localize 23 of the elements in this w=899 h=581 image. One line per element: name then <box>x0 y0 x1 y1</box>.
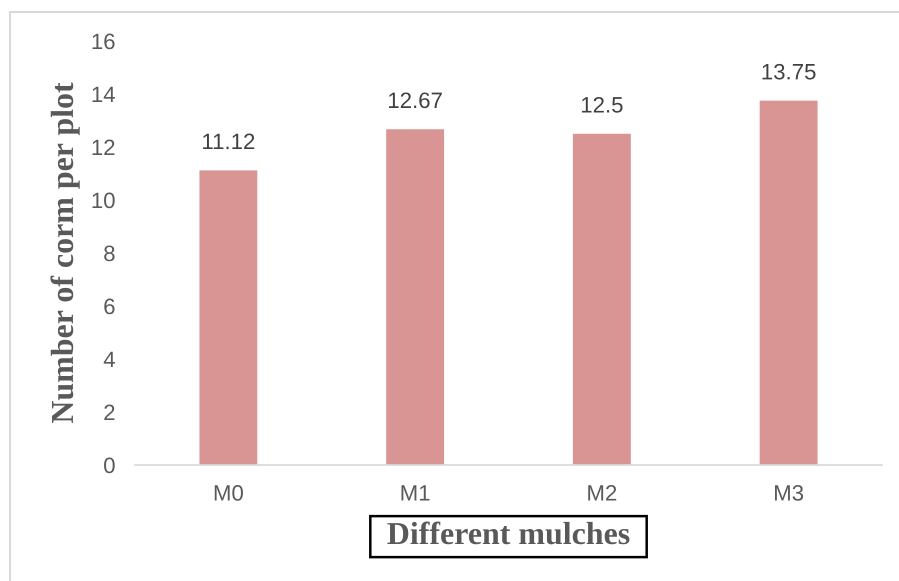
bar <box>572 134 631 465</box>
x-tick-label: M1 <box>402 485 430 501</box>
y-tick-label: 4 <box>104 352 115 368</box>
data-label: 11.12 <box>203 134 254 150</box>
y-tick-label: 16 <box>92 34 115 50</box>
bar <box>199 170 258 465</box>
x-tick-label: M3 <box>775 485 804 501</box>
x-axis-title: Different mulches <box>387 522 630 544</box>
y-axis-title: Number of corm per plot <box>50 82 80 424</box>
y-tick-label: 10 <box>92 192 115 208</box>
x-tick-label: M0 <box>214 485 243 501</box>
data-label: 12.5 <box>582 96 623 113</box>
y-tick-label: 12 <box>92 140 114 156</box>
y-tick-label: 14 <box>92 86 115 102</box>
y-tick-label: 2 <box>104 404 114 420</box>
y-tick-label: 8 <box>104 246 115 262</box>
x-tick-label: M2 <box>588 485 616 501</box>
y-tick-label: 6 <box>104 298 115 314</box>
bar <box>386 129 444 465</box>
bar <box>760 100 818 465</box>
y-tick-label: 0 <box>104 458 115 474</box>
data-label: 13.75 <box>762 64 816 80</box>
data-label: 12.67 <box>389 92 442 108</box>
